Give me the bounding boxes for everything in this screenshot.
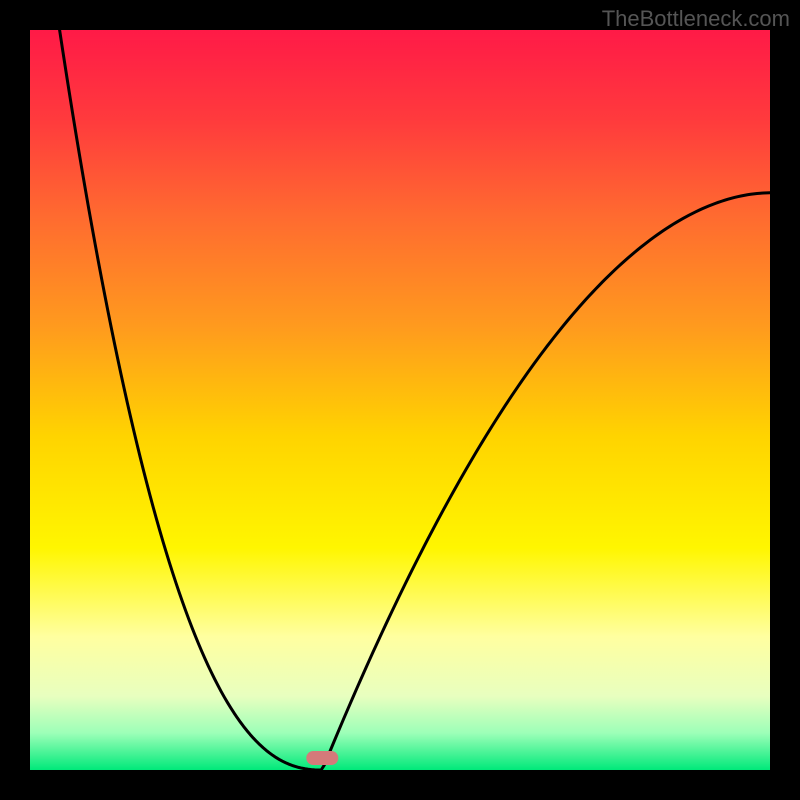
bottleneck-chart: TheBottleneck.com [0,0,800,800]
watermark-text: TheBottleneck.com [602,6,790,32]
chart-canvas [0,0,800,800]
